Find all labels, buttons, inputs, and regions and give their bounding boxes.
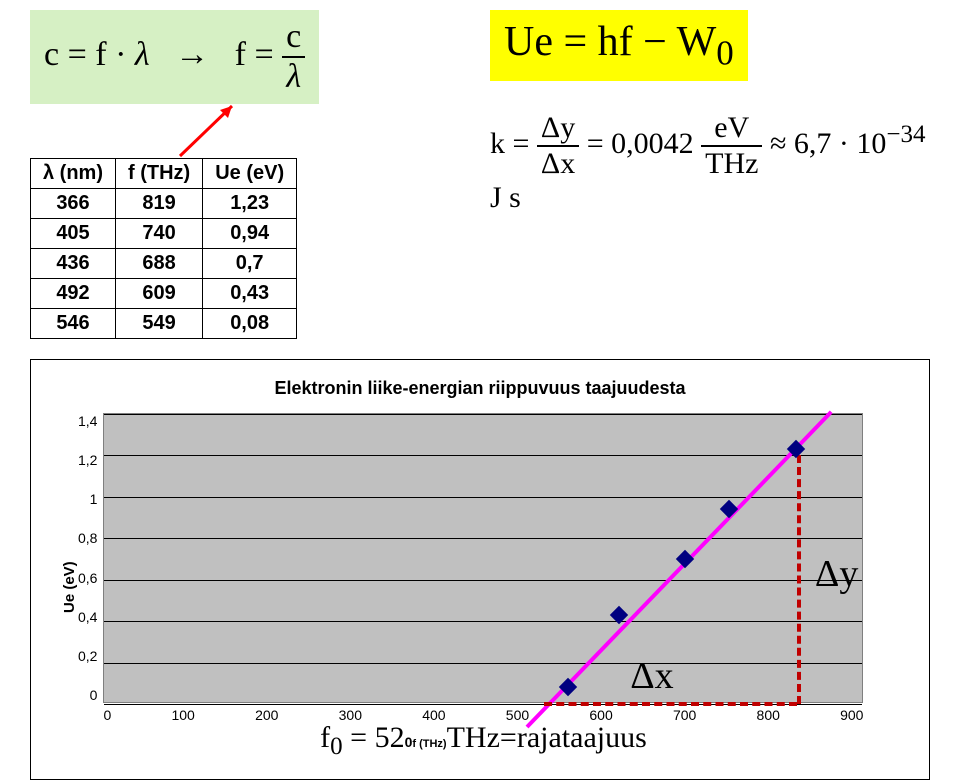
table-cell: 688 xyxy=(116,249,203,279)
keq-val: = 0,0042 xyxy=(587,127,694,160)
table-row: 5465490,08 xyxy=(31,309,297,339)
data-table: λ (nm)f (THz)Ue (eV) 3668191,234057400,9… xyxy=(30,158,297,339)
ytick-label: 1,2 xyxy=(78,452,97,468)
xtick-label: 200 xyxy=(255,707,278,723)
gridline xyxy=(104,538,862,539)
xtick-label: 100 xyxy=(171,707,194,723)
ytick-label: 0,6 xyxy=(78,570,97,586)
f0-rest: THz=rajataajuus xyxy=(447,721,647,754)
dash-dx xyxy=(544,702,797,706)
table-cell: 1,23 xyxy=(203,189,297,219)
gridline xyxy=(104,455,862,456)
table-cell: 819 xyxy=(116,189,203,219)
table-cell: 740 xyxy=(116,219,203,249)
table-cell: 405 xyxy=(31,219,116,249)
table-row: 4926090,43 xyxy=(31,279,297,309)
keq-k: k = xyxy=(490,127,529,160)
ytick-label: 0 xyxy=(90,687,98,703)
keq-dy: Δy xyxy=(537,111,579,147)
ytick-label: 1 xyxy=(90,491,98,507)
equation-k-slope: k = Δy Δx = 0,0042 eV THz ≈ 6,7 · 10−34 … xyxy=(490,111,930,215)
table-cell: 546 xyxy=(31,309,116,339)
data-point xyxy=(720,500,738,518)
chart-title: Elektronin liike-energian riippuvuus taa… xyxy=(55,378,905,399)
keq-unit: J s xyxy=(490,181,521,214)
ytick-label: 0,4 xyxy=(78,609,97,625)
table-cell: 609 xyxy=(116,279,203,309)
f0-f: f xyxy=(320,721,330,754)
dx-label: Δx xyxy=(630,654,673,698)
table-header: f (THz) xyxy=(116,159,203,189)
table-header: λ (nm) xyxy=(31,159,116,189)
equation-c-f-lambda: c = f · λ → f = c λ xyxy=(30,10,319,104)
keq-unit-den: THz xyxy=(701,147,762,181)
table-cell: 549 xyxy=(116,309,203,339)
xtick-label: 800 xyxy=(757,707,780,723)
table-cell: 0,43 xyxy=(203,279,297,309)
red-arrow xyxy=(170,100,250,160)
keq-approx: ≈ 6,7 · 10 xyxy=(770,127,886,160)
table-row: 4366880,7 xyxy=(31,249,297,279)
equation-ue-hf-w0: Ue = hf − W0 xyxy=(490,10,748,81)
chart-xaxis-caption: f0 = 520f (THz)THz=rajataajuus xyxy=(103,721,863,761)
eq1-lhs: c = f · xyxy=(44,36,135,73)
table-row: 3668191,23 xyxy=(31,189,297,219)
chart-ylabel: Ue (eV) xyxy=(55,413,78,761)
f0-sub: 0 xyxy=(330,733,343,760)
dy-label: Δy xyxy=(815,552,858,596)
ytick-label: 1,4 xyxy=(78,413,97,429)
table-cell: 366 xyxy=(31,189,116,219)
ytick-label: 0,2 xyxy=(78,648,97,664)
xtick-label: 700 xyxy=(673,707,696,723)
fthz-label: 0f (THz) xyxy=(405,734,447,750)
chart-container: Elektronin liike-energian riippuvuus taa… xyxy=(30,359,930,780)
table-cell: 0,94 xyxy=(203,219,297,249)
dash-dy xyxy=(797,455,801,704)
eq1-num: c xyxy=(282,18,305,58)
gridline xyxy=(104,663,862,664)
f0-eq: = 52 xyxy=(343,721,405,754)
table-header: Ue (eV) xyxy=(203,159,297,189)
xtick-label: 0 xyxy=(103,707,111,723)
chart-plot-area: Δx Δy xyxy=(103,413,863,703)
ytick-label: 0,8 xyxy=(78,530,97,546)
keq-unit-num: eV xyxy=(701,111,762,147)
eq1-lambda1: λ xyxy=(135,36,150,73)
eq1-den: λ xyxy=(282,58,305,96)
keq-dx: Δx xyxy=(537,147,579,181)
gridline xyxy=(104,580,862,581)
xtick-label: 900 xyxy=(840,707,863,723)
eq2-text: Ue = hf − W xyxy=(504,19,716,65)
gridline xyxy=(104,621,862,622)
table-cell: 436 xyxy=(31,249,116,279)
eq2-sub: 0 xyxy=(716,33,734,72)
keq-exp: −34 xyxy=(886,121,925,148)
table-cell: 492 xyxy=(31,279,116,309)
gridline xyxy=(104,414,862,415)
eq1-f: f = xyxy=(235,36,274,73)
table-row: 4057400,94 xyxy=(31,219,297,249)
table-cell: 0,08 xyxy=(203,309,297,339)
chart-yticks: 1,4 1,2 1 0,8 0,6 0,4 0,2 0 xyxy=(78,413,103,703)
table-cell: 0,7 xyxy=(203,249,297,279)
